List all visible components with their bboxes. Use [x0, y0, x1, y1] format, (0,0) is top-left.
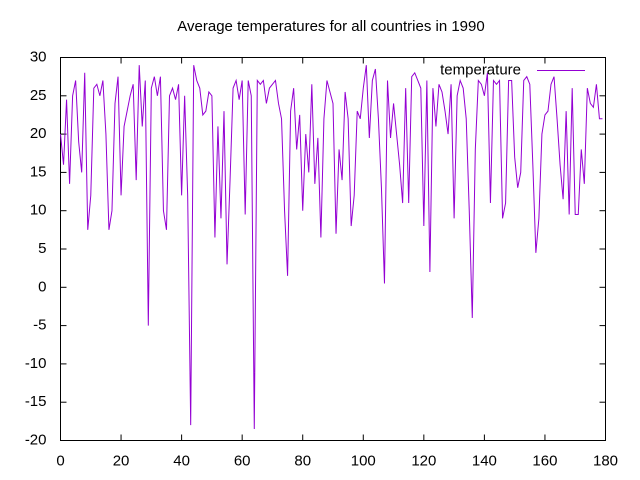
- y-tick-label: 15: [30, 163, 47, 180]
- x-tick-label: 80: [294, 452, 311, 469]
- y-tick-label: -15: [25, 393, 47, 410]
- y-tick-label: 10: [30, 202, 47, 219]
- data-line: [60, 65, 603, 430]
- x-tick-label: 20: [113, 452, 130, 469]
- y-tick-label: 30: [30, 48, 47, 65]
- y-tick-label: -10: [25, 355, 47, 372]
- x-tick-label: 40: [173, 452, 190, 469]
- x-tick-label: 160: [532, 452, 557, 469]
- x-tick-label: 60: [234, 452, 251, 469]
- x-tick-label: 140: [472, 452, 497, 469]
- y-tick-label: 25: [30, 87, 47, 104]
- y-tick-label: 5: [38, 240, 46, 257]
- legend-label: temperature: [440, 61, 521, 78]
- x-tick-label: 0: [56, 452, 64, 469]
- x-tick-label: 120: [411, 452, 436, 469]
- x-tick-label: 100: [351, 452, 376, 469]
- y-tick-label: 20: [30, 125, 47, 142]
- x-tick-label: 180: [593, 452, 618, 469]
- y-tick-label: 0: [38, 278, 46, 295]
- y-tick-label: -20: [25, 431, 47, 448]
- chart-title: Average temperatures for all countries i…: [177, 18, 484, 35]
- y-tick-label: -5: [33, 317, 46, 334]
